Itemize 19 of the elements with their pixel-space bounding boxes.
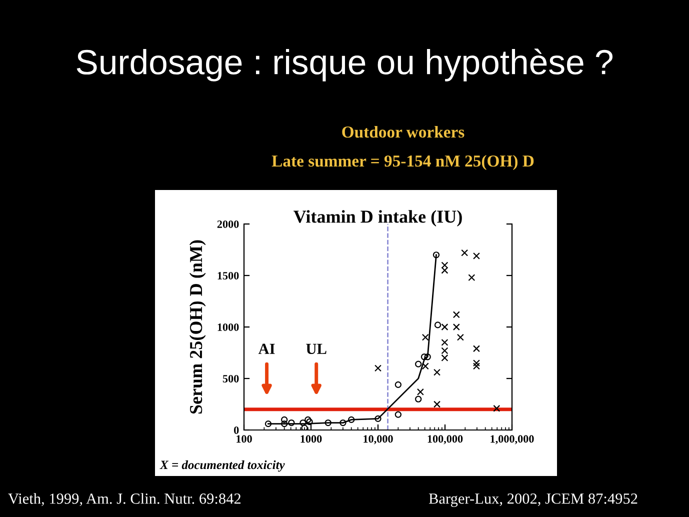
x-tick-label: 100,000: [428, 435, 463, 444]
x-axis-title: Vitamin D intake (IU): [294, 210, 462, 226]
text: Barger-Lux, 2002, JCEM 87:4952: [428, 493, 638, 507]
x-tick-label: 100: [236, 435, 252, 443]
y-tick-label: 1000: [218, 323, 239, 331]
annotation: AI: [258, 344, 275, 354]
y-tick-label: 1500: [218, 272, 239, 280]
chart-subtitle: Outdoor workers Late summer = 95-154 nM 25(OH) D: [272, 126, 534, 170]
chart-title: Surdosage : risque ou hypothèse ?: [76, 48, 613, 82]
annotation: UL: [306, 344, 326, 354]
text: Vieth, 1999, Am. J. Clin. Nutr. 69:842: [8, 493, 241, 506]
x-tick-label: 10,000: [364, 435, 393, 444]
y-tick-label: 500: [222, 374, 239, 382]
x-tick-label: 1000: [300, 435, 322, 443]
y-tick-label: 2000: [217, 220, 239, 228]
y-tick-label: 0: [234, 426, 239, 434]
y-axis-title: Serum 25(OH) D (nM): [189, 240, 206, 414]
x-tick-label: 1,000,000: [490, 435, 534, 444]
text: X = documented toxicity: [160, 460, 285, 472]
